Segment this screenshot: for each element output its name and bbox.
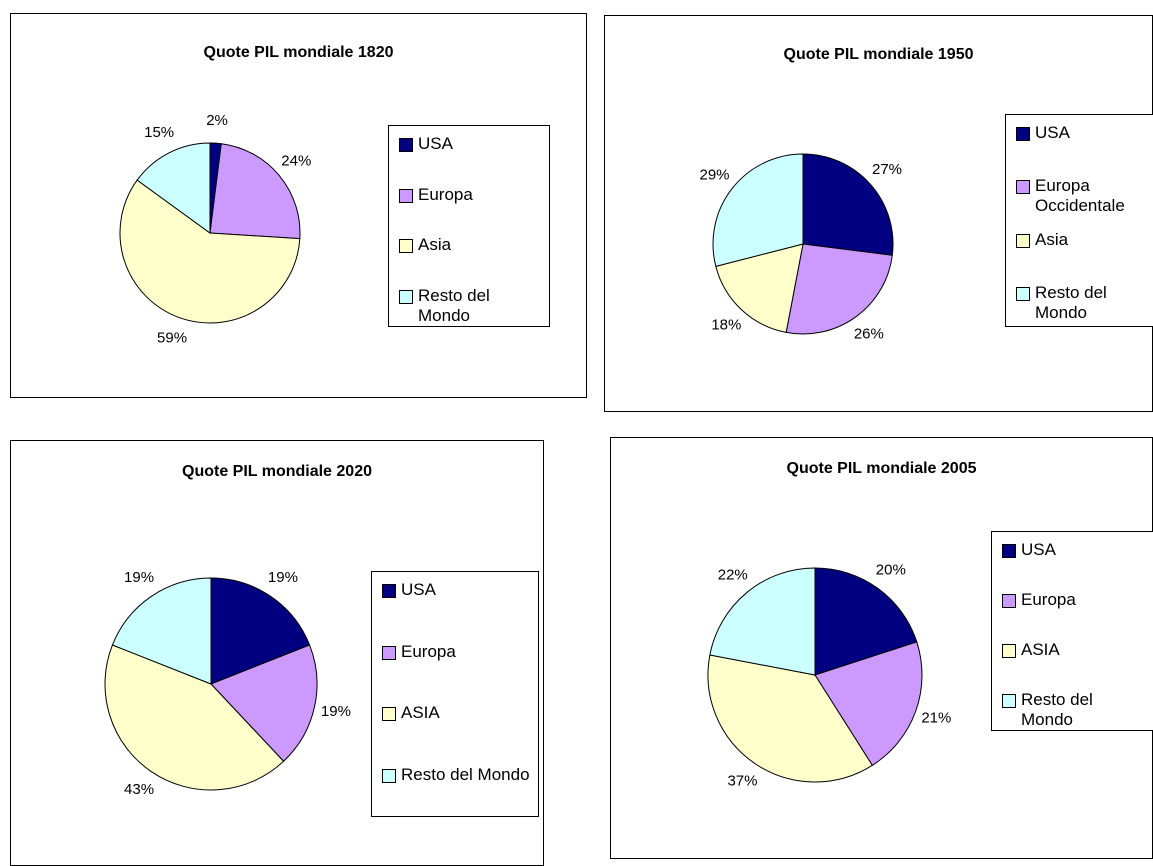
legend-item: USA [1016,123,1149,143]
data-label: 2% [206,112,228,129]
data-label: 24% [281,153,311,170]
legend-label: USA [418,134,453,153]
legend-item: USA [1002,540,1149,560]
legend: USA Europa Asia Resto del Mondo [388,125,550,327]
legend-label: Europa Occidentale [1035,176,1125,216]
data-label: 43% [124,781,154,798]
legend-item: USA [382,580,534,600]
pie-chart: 20% 21% 37% 22% [707,562,951,790]
pie-slice [707,654,874,783]
data-label: 21% [921,710,951,727]
legend-label: Resto del Mondo [1035,282,1107,322]
data-label: 19% [124,569,154,586]
legend-swatch [1002,594,1016,608]
chart-title: Quote PIL mondiale 2005 [786,460,977,477]
legend-item: ASIA [382,703,534,723]
legend-item: USA [399,134,545,154]
legend-item: ASIA [1002,640,1149,660]
pie-slice [111,577,212,685]
chart-panel: 2% 24% 59% 15% Quote PIL mondiale 1820 USA Eur… [10,13,587,398]
pie-slice [712,153,804,267]
pie-slice [104,644,285,791]
pie-slice [802,153,894,256]
legend-item: Europa [1002,590,1149,610]
chart-panel: 20% 21% 37% 22% Quote PIL mondiale 2005 USA Eu… [610,437,1153,859]
chart-title: Quote PIL mondiale 2020 [182,463,372,480]
data-label: 37% [727,773,757,790]
legend-swatch [1002,694,1016,708]
legend-swatch [1002,544,1016,558]
chart-title: Quote PIL mondiale 1950 [783,46,974,63]
legend-swatch [382,707,396,721]
data-label: 29% [699,166,729,183]
legend-swatch [1016,286,1030,301]
pie-chart: 2% 24% 59% 15% [119,112,311,346]
legend-item: Europa [399,185,545,205]
legend-item: Europa Occidentale [1016,176,1149,216]
legend-swatch [1002,644,1016,658]
data-label: 15% [144,124,174,141]
legend-swatch [1016,127,1030,141]
legend-item: Asia [399,235,545,255]
legend-swatch [382,645,396,660]
data-label: 20% [876,562,906,579]
data-label: 59% [157,329,187,346]
legend-label: ASIA [401,703,440,722]
chart-title: Quote PIL mondiale 1820 [203,44,394,61]
legend-swatch [1016,180,1030,195]
legend-swatch [1016,233,1030,248]
legend-label: Asia [1035,229,1069,249]
legend-label: ASIA [1021,640,1060,659]
pie-slice [209,143,301,240]
legend-item: Asia [1016,230,1149,250]
legend-label: USA [401,580,436,599]
legend-swatch [399,138,413,152]
legend-label: Resto del Mondo [418,285,490,325]
pie-slice [136,142,211,234]
legend-label: Asia [418,235,452,254]
chart-panel: 19% 19% 43% 19% Quote PIL mondiale 2020 USA Eu… [10,440,544,866]
legend-label: Europa [418,184,473,204]
legend-label: USA [1021,540,1056,559]
legend-label: Europa [1021,590,1076,609]
legend-label: Resto del Mondo [401,764,530,784]
legend-label: Europa [401,641,456,661]
legend-swatch [399,289,413,304]
pie-slice [814,641,923,767]
data-label: 22% [718,567,748,584]
pie-slice [715,243,804,333]
legend-item: Resto del Mondo [399,286,545,326]
legend-swatch [382,584,396,598]
data-label: 18% [711,317,741,334]
pie-slice [785,243,893,335]
chart-panel: 27% 26% 18% 29% Quote PIL mondiale 1950 USA Eu… [604,15,1153,412]
data-label: 26% [854,326,884,343]
legend-swatch [399,239,413,253]
pie-slice [210,577,311,685]
legend-label: USA [1035,123,1070,142]
data-label: 27% [872,161,902,178]
data-label: 19% [268,569,298,586]
legend-swatch [382,768,396,783]
data-label: 19% [321,703,351,720]
legend-item: Resto del Mondo [1016,283,1149,323]
pie-chart: 19% 19% 43% 19% [104,569,351,798]
pie-chart: 27% 26% 18% 29% [699,153,902,343]
legend-item: Resto del Mondo [382,765,534,785]
pie-slice [119,179,301,324]
legend-swatch [399,188,413,203]
legend-item: Resto del Mondo [1002,690,1149,730]
pie-slice [814,567,918,676]
legend-item: Europa [382,642,534,662]
legend: USA Europa Occidentale Asia Resto del Mondo [1005,114,1153,327]
pie-slice [210,644,318,762]
legend-label: Resto del Mondo [1021,690,1093,729]
legend: USA Europa ASIA Resto del Mondo [991,531,1153,731]
legend: USA Europa ASIA Resto del Mondo [371,571,539,817]
pie-slice [709,567,816,676]
